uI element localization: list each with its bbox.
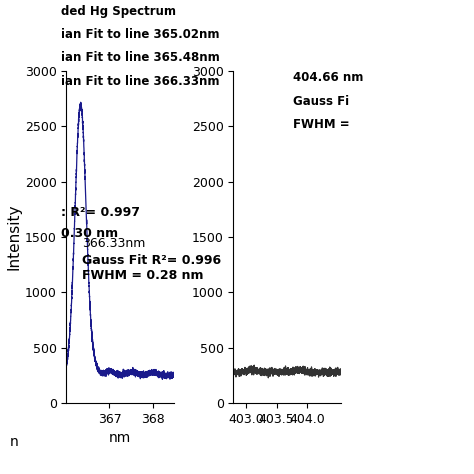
X-axis label: nm: nm [109,431,131,445]
Text: ian Fit to line 365.48nm: ian Fit to line 365.48nm [61,52,220,64]
Text: Gauss Fi: Gauss Fi [293,95,349,108]
Y-axis label: Intensity: Intensity [7,204,22,270]
Text: n: n [9,435,18,448]
Text: 0.30 nm: 0.30 nm [61,228,118,240]
Text: FWHM =: FWHM = [293,118,349,131]
Text: : R²= 0.997: : R²= 0.997 [61,206,140,219]
Text: 366.33nm: 366.33nm [82,237,146,250]
Text: ian Fit to line 366.33nm: ian Fit to line 366.33nm [61,75,219,88]
Text: ded Hg Spectrum: ded Hg Spectrum [61,5,176,18]
Text: 404.66 nm: 404.66 nm [293,72,363,84]
Text: ian Fit to line 365.02nm: ian Fit to line 365.02nm [61,28,219,41]
Text: Gauss Fit R²= 0.996: Gauss Fit R²= 0.996 [82,254,221,267]
Text: FWHM = 0.28 nm: FWHM = 0.28 nm [82,269,204,283]
